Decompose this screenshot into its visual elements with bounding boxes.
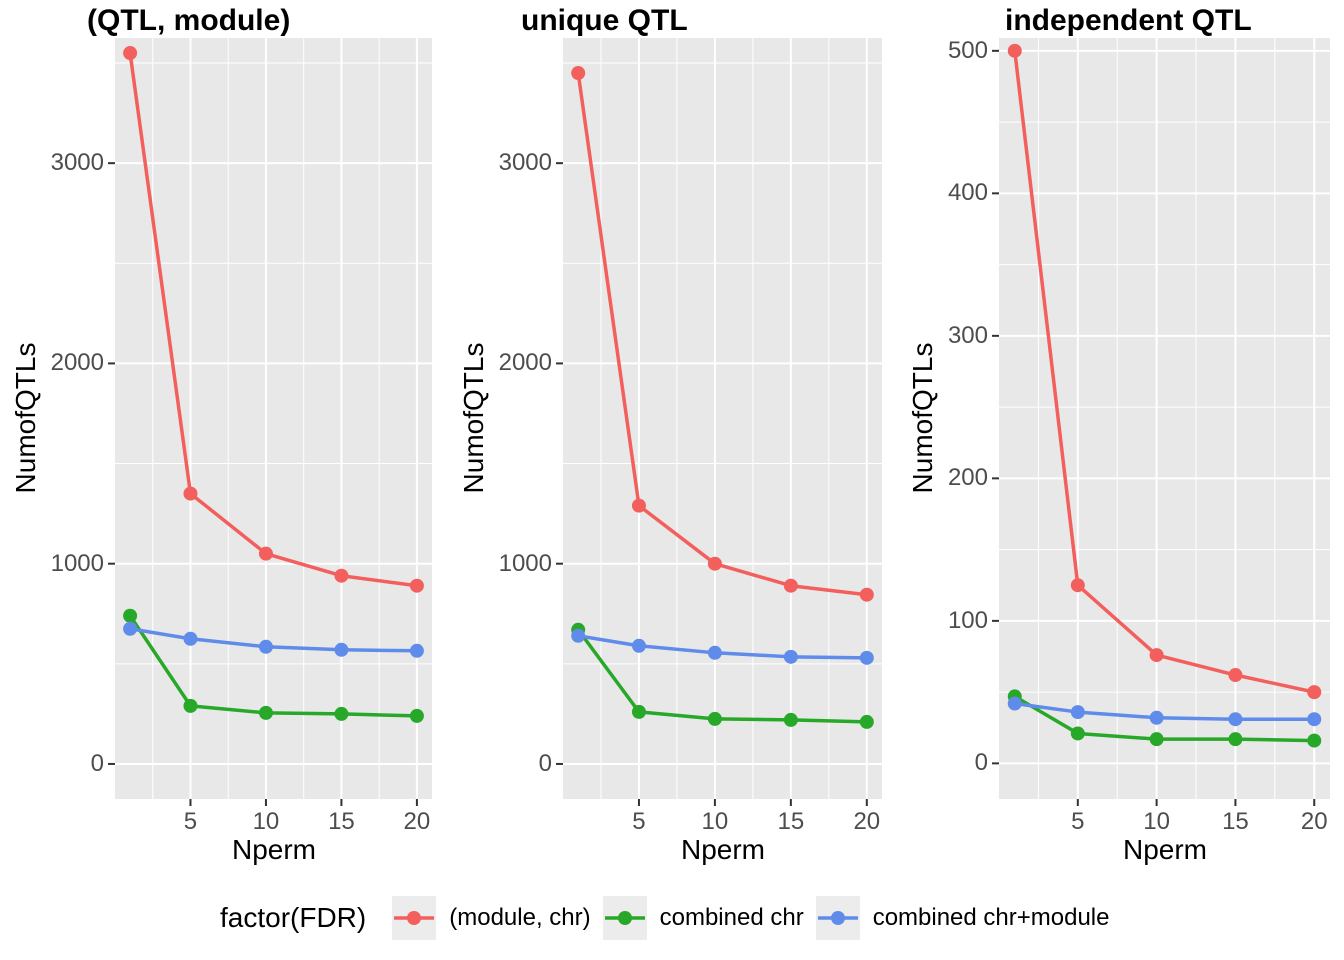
data-point [123,621,138,636]
y-tick-label: 0 [90,749,104,777]
x-tick-label: 15 [328,808,355,835]
data-point [859,714,874,729]
data-point [1149,732,1164,747]
data-point [334,642,349,657]
data-point [783,649,798,664]
data-point [859,650,874,665]
data-point [1007,43,1022,58]
data-point [1228,668,1243,683]
y-tick-label: 0 [538,749,552,777]
legend: factor(FDR) (module, chr) combined chr c… [220,896,1110,940]
data-point [631,638,646,653]
panel-title-qtl-module: (QTL, module) [87,4,291,37]
data-point [1149,648,1164,663]
data-point [183,698,198,713]
x-tick-label: 20 [403,808,431,835]
data-point [1070,726,1085,741]
x-tick-label: 5 [183,808,198,835]
data-point [409,708,424,723]
data-point [183,631,198,646]
data-point [334,568,349,583]
y-tick-label: 3000 [50,149,104,177]
data-point [783,578,798,593]
panel-background [563,38,882,799]
x-axis-label: Nperm [231,834,316,865]
data-point [258,705,273,720]
data-point [783,712,798,727]
legend-key-icon [815,896,860,940]
panel-title-unique-qtl: unique QTL [521,4,688,37]
x-tick-label: 5 [632,808,646,835]
x-tick-label: 10 [252,808,280,835]
data-point [631,704,646,719]
x-tick-label: 20 [1300,808,1328,835]
legend-item-combined-chr-module: combined chr+module [815,896,1110,940]
legend-item-module-chr: (module, chr) [392,896,591,940]
x-tick-label: 5 [1071,808,1085,835]
y-tick-label: 1000 [50,549,104,577]
legend-key-icon [602,896,647,940]
x-tick-label: 20 [853,808,881,835]
data-point [334,706,349,721]
data-point [1149,710,1164,725]
legend-item-combined-chr: combined chr [602,896,804,940]
data-point [258,546,273,561]
legend-title: factor(FDR) [220,902,367,933]
data-point [409,578,424,593]
y-axis-label: NumofQTLs [458,342,489,494]
x-tick-label: 15 [1222,808,1249,835]
data-point [707,645,722,660]
y-tick-label: 0 [974,749,988,777]
y-tick-label: 3000 [498,149,552,177]
data-point [571,66,586,81]
data-point [258,639,273,654]
data-point [1070,705,1085,720]
data-point [1070,578,1085,593]
x-axis-label: Nperm [1122,834,1207,865]
data-point [1307,685,1322,700]
legend-key-icon [392,896,437,940]
x-tick-label: 10 [701,808,729,835]
data-point [707,711,722,726]
plot-canvas [108,38,1330,806]
legend-item-label: combined chr [659,904,804,931]
data-point [1228,712,1243,727]
y-tick-label: 300 [947,321,988,349]
x-tick-label: 15 [777,808,805,835]
data-point [1307,712,1322,727]
data-point [859,587,874,602]
y-axis-label: NumofQTLs [907,342,938,494]
y-tick-label: 400 [947,179,988,207]
panel-background [115,38,432,799]
y-tick-label: 500 [947,36,988,64]
data-point [571,628,586,643]
data-point [1007,696,1022,711]
data-point [123,46,138,61]
data-point [631,498,646,513]
y-tick-label: 200 [947,464,988,492]
data-point [707,556,722,571]
data-point [1228,732,1243,747]
y-tick-label: 1000 [498,549,552,577]
data-point [409,643,424,658]
x-axis-label: Nperm [680,834,765,865]
panel-title-independent-qtl: independent QTL [1005,4,1252,37]
legend-item-label: (module, chr) [449,904,591,931]
legend-item-label: combined chr+module [872,904,1110,931]
y-axis-label: NumofQTLs [10,342,41,494]
y-tick-label: 2000 [50,349,104,377]
data-point [183,486,198,501]
y-tick-label: 2000 [498,349,552,377]
y-tick-label: 100 [947,606,988,634]
x-tick-label: 10 [1143,808,1170,835]
data-point [1307,733,1322,748]
data-point [123,608,138,623]
